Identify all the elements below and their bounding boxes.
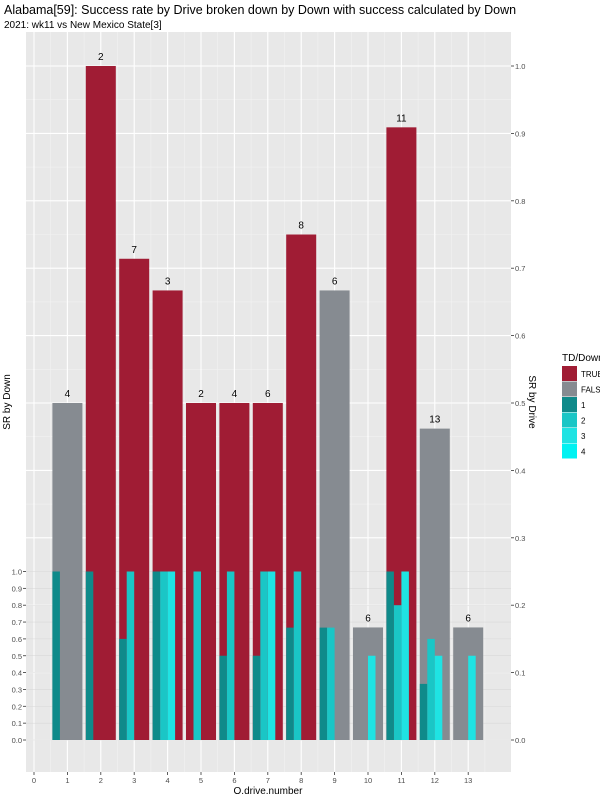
legend-swatch [562, 412, 577, 428]
down-bar [160, 571, 168, 740]
y-right-tick-label: 0.5 [515, 399, 525, 408]
y-left-tick-label: 0.0 [12, 736, 22, 745]
chart-title: Alabama[59]: Success rate by Drive broke… [4, 3, 517, 17]
drive-bar-label: 2 [198, 389, 204, 400]
legend-label: 2 [581, 417, 586, 426]
down-bar [368, 655, 376, 740]
y-left-tick-label: 0.7 [12, 618, 22, 627]
drive-bar-label: 4 [232, 389, 238, 400]
down-bar [219, 655, 227, 740]
y-right-tick-label: 0.3 [515, 534, 525, 543]
down-bar [319, 627, 328, 740]
y-right-tick-label: 0.1 [515, 669, 525, 678]
down-bar [434, 655, 443, 740]
down-bar [468, 655, 476, 740]
y-left-tick-label: 0.5 [12, 652, 22, 661]
down-bar [260, 571, 268, 740]
down-bar [401, 571, 409, 740]
y-left-tick-label: 0.9 [12, 584, 22, 593]
drive-bar-label: 7 [131, 245, 137, 256]
down-bar [393, 605, 402, 740]
drive-bar-label: 2 [98, 52, 104, 63]
y-right-tick-label: 0.7 [515, 264, 525, 273]
x-tick-label: 7 [266, 776, 270, 785]
legend-label: 4 [581, 448, 586, 457]
legend-label: 3 [581, 432, 586, 441]
legend-swatch [562, 381, 577, 397]
drive-bar-label: 8 [298, 221, 304, 232]
down-bar [327, 627, 335, 740]
drive-bar-label: 13 [429, 415, 441, 426]
y-left-axis-title: SR by Down [2, 374, 13, 430]
x-tick-label: 13 [464, 776, 472, 785]
y-left-tick-label: 0.2 [12, 702, 22, 711]
y-left-tick-label: 0.6 [12, 635, 22, 644]
x-tick-label: 1 [65, 776, 69, 785]
y-right-tick-label: 0.4 [515, 466, 525, 475]
drive-bar-label: 6 [332, 276, 338, 287]
x-tick-label: 5 [199, 776, 203, 785]
y-right-tick-label: 0.6 [515, 332, 525, 341]
x-tick-label: 11 [398, 776, 406, 785]
drive-bar-label: 6 [465, 613, 471, 624]
x-tick-label: 12 [431, 776, 439, 785]
y-right-tick-label: 0.0 [515, 736, 525, 745]
x-axis-title: O.drive.number [234, 786, 304, 797]
y-left-tick-label: 0.1 [12, 719, 22, 728]
legend-title: TD/Down [562, 353, 600, 364]
y-right-axis-title: SR by Drive [526, 375, 537, 429]
x-tick-label: 4 [166, 776, 170, 785]
y-left-tick-label: 1.0 [12, 568, 22, 577]
down-bar [293, 571, 302, 740]
down-bar [419, 683, 428, 740]
x-tick-label: 10 [364, 776, 372, 785]
legend-swatch [562, 443, 577, 459]
legend-label: 1 [581, 401, 586, 410]
down-bar [126, 571, 135, 740]
x-tick-label: 2 [99, 776, 103, 785]
x-tick-label: 8 [299, 776, 303, 785]
x-tick-label: 0 [32, 776, 36, 785]
y-right-tick-label: 1.0 [515, 62, 525, 71]
legend-swatch [562, 366, 577, 381]
y-right-tick-label: 0.8 [515, 197, 525, 206]
y-left-tick-label: 0.8 [12, 601, 22, 610]
drive-bar-label: 6 [265, 389, 271, 400]
drive-bar-label: 3 [165, 276, 171, 287]
legend-label: FALSE [581, 386, 600, 395]
down-bar [119, 638, 127, 740]
x-tick-label: 3 [132, 776, 136, 785]
down-bar [52, 571, 60, 740]
drive-bar-label: 4 [65, 389, 71, 400]
down-bar [152, 571, 161, 740]
y-right-tick-label: 0.9 [515, 129, 525, 138]
legend-swatch [562, 428, 577, 443]
y-left-tick-label: 0.3 [12, 685, 22, 694]
x-tick-label: 6 [232, 776, 236, 785]
down-bar [286, 627, 294, 740]
down-bar [267, 571, 276, 740]
down-bar [85, 571, 94, 740]
y-right-tick-label: 0.2 [515, 601, 525, 610]
down-bar [386, 571, 394, 740]
down-bar [193, 571, 201, 740]
drive-bar-label: 6 [365, 613, 371, 624]
down-bar [167, 571, 176, 740]
y-left-tick-label: 0.4 [12, 669, 22, 678]
down-bar [427, 638, 435, 740]
chart-subtitle: 2021: wk11 vs New Mexico State[3] [4, 20, 162, 31]
down-bar [226, 571, 235, 740]
legend-label: TRUE [581, 370, 600, 379]
legend-swatch [562, 397, 577, 412]
down-bar [252, 655, 261, 740]
drive-bar-label: 11 [396, 113, 407, 124]
x-tick-label: 9 [333, 776, 337, 785]
